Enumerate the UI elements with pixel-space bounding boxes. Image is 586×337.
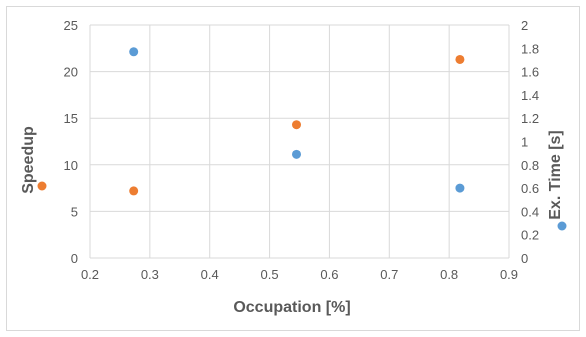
y2-tick-label: 0 [521, 251, 528, 266]
y2-tick-label: 1.8 [521, 41, 539, 56]
gridlines [89, 24, 510, 259]
y2-tick-label: 1.2 [521, 111, 539, 126]
y-tick-label: 15 [64, 111, 78, 126]
y-tick-label: 10 [64, 158, 78, 173]
speedup-point [455, 54, 465, 64]
ex-time-point [129, 47, 139, 57]
y-tick-label: 20 [64, 65, 78, 80]
speedup-point [292, 120, 302, 130]
x-axis-ticks: 0.2 0.3 0.4 0.5 0.6 0.7 0.8 0.9 [81, 267, 518, 282]
x-tick-label: 0.3 [141, 267, 159, 282]
x-tick-label: 0.4 [201, 267, 219, 282]
y2-tick-label: 2 [521, 18, 528, 33]
y2-tick-label: 1 [521, 135, 528, 150]
y-tick-label: 5 [71, 204, 78, 219]
x-axis-title: Occupation [%] [233, 299, 350, 316]
y2-tick-label: 0.2 [521, 228, 539, 243]
y2-tick-label: 1.6 [521, 65, 539, 80]
y2-tick-label: 0.6 [521, 181, 539, 196]
y-axis-series-marker [37, 181, 47, 191]
y2-axis-title-group: Ex. Time [s] [547, 130, 567, 231]
y2-tick-label: 0.4 [521, 204, 539, 219]
x-tick-label: 0.9 [500, 267, 518, 282]
speedup-point [129, 186, 139, 196]
y-tick-label: 0 [71, 251, 78, 266]
x-tick-label: 0.2 [81, 267, 99, 282]
ex-time-point [455, 183, 465, 193]
x-tick-label: 0.7 [380, 267, 398, 282]
y-axis-title: Speedup [20, 126, 37, 194]
x-tick-label: 0.6 [320, 267, 338, 282]
y2-axis-title: Ex. Time [s] [547, 130, 564, 220]
y-axis-title-group: Speedup [20, 126, 47, 194]
y2-tick-label: 0.8 [521, 158, 539, 173]
x-tick-label: 0.5 [261, 267, 279, 282]
y2-axis-series-marker [557, 221, 567, 231]
chart-area [6, 6, 580, 331]
x-tick-label: 0.8 [440, 267, 458, 282]
y-axis-ticks: 0 5 10 15 20 25 [64, 18, 78, 266]
y-tick-label: 25 [64, 18, 78, 33]
y2-tick-label: 1.4 [521, 88, 539, 103]
data-points [129, 47, 465, 196]
ex-time-point [292, 149, 302, 159]
y2-axis-ticks: 0 0.2 0.4 0.6 0.8 1 1.2 1.4 1.6 1.8 2 [521, 18, 539, 266]
